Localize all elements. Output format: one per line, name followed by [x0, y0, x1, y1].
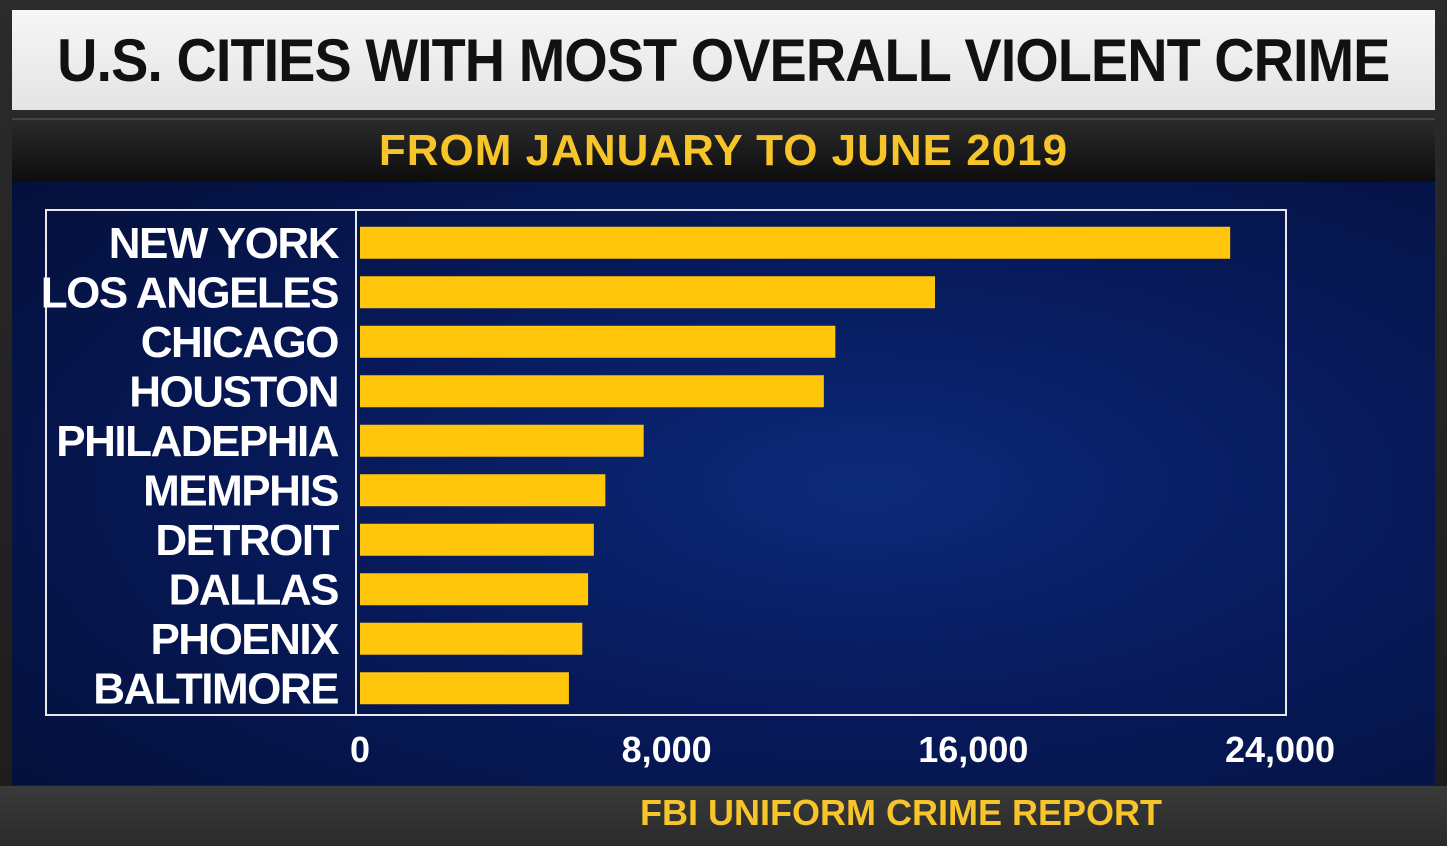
category-label: NEW YORK [109, 219, 340, 268]
bar-detroit [360, 523, 594, 556]
category-label: MEMPHIS [143, 466, 338, 515]
bar-dallas [360, 573, 589, 606]
x-tick-label: 8,000 [622, 729, 712, 770]
chart-title: U.S. CITIES WITH MOST OVERALL VIOLENT CR… [57, 26, 1390, 94]
subtitle-bar: FROM JANUARY TO JUNE 2019 [12, 120, 1435, 182]
footer-bar [0, 786, 1447, 846]
category-label: CHICAGO [141, 318, 339, 367]
bar-philadephia [360, 424, 644, 457]
x-tick-label: 16,000 [918, 729, 1028, 770]
bar-phoenix [360, 622, 583, 655]
category-label: BALTIMORE [93, 664, 338, 713]
category-label: DALLAS [169, 565, 339, 614]
plot-frame [45, 209, 1287, 716]
source-label: FBI UNIFORM CRIME REPORT [640, 792, 1162, 833]
bar-memphis [360, 474, 606, 507]
chart-subtitle: FROM JANUARY TO JUNE 2019 [378, 126, 1069, 175]
x-tick-label: 24,000 [1225, 729, 1335, 770]
category-label: PHOENIX [150, 615, 339, 664]
x-tick-label: 0 [350, 729, 370, 770]
bar-baltimore [360, 672, 569, 705]
bar-houston [360, 375, 824, 408]
bar-los-angeles [360, 276, 935, 309]
title-bar: U.S. CITIES WITH MOST OVERALL VIOLENT CR… [12, 10, 1435, 110]
category-label: LOS ANGELES [41, 268, 338, 317]
category-label: DETROIT [155, 516, 339, 565]
bar-chicago [360, 325, 836, 358]
category-label: HOUSTON [129, 367, 338, 416]
bar-new-york [360, 226, 1231, 259]
category-label: PHILADEPHIA [56, 417, 338, 466]
